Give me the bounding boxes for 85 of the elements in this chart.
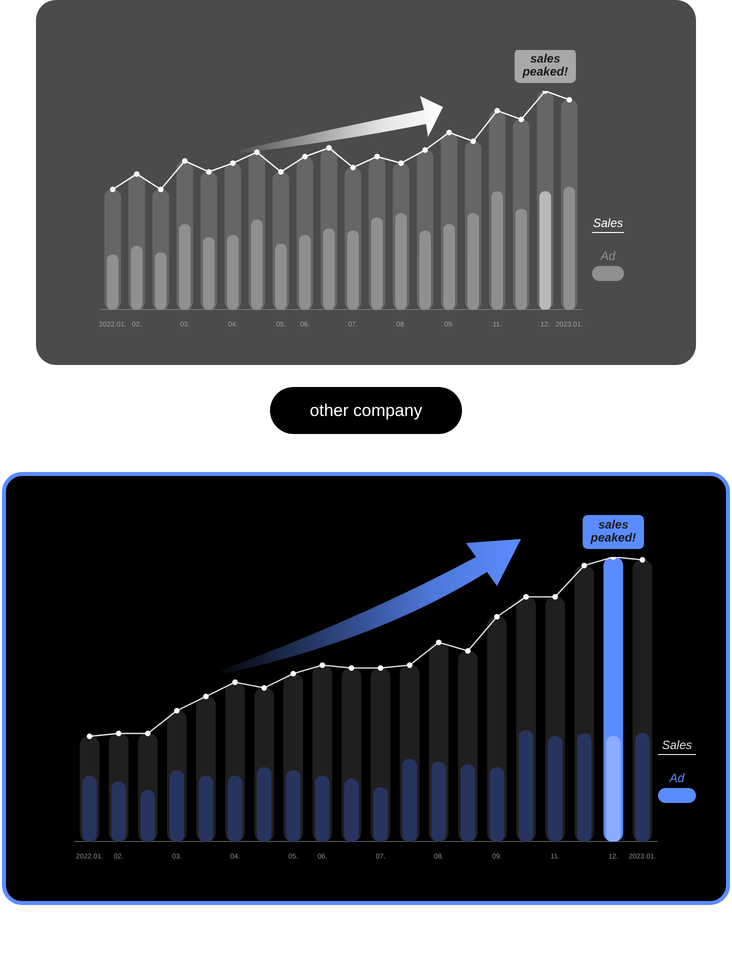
bar bbox=[548, 736, 562, 842]
bar bbox=[323, 228, 335, 310]
point bbox=[446, 130, 452, 136]
bar bbox=[576, 733, 592, 842]
bar bbox=[419, 230, 431, 310]
point bbox=[422, 147, 428, 153]
point bbox=[552, 594, 558, 600]
bar bbox=[606, 736, 621, 842]
annotation: sales peaked! bbox=[522, 51, 568, 78]
point bbox=[374, 154, 380, 160]
bar bbox=[286, 770, 301, 842]
point bbox=[206, 169, 212, 175]
bar bbox=[256, 767, 272, 842]
annotation: sales peaked! bbox=[590, 517, 636, 544]
series-label: Ad bbox=[668, 771, 686, 785]
bar bbox=[373, 787, 388, 842]
bar bbox=[518, 730, 534, 842]
point bbox=[581, 562, 588, 568]
bar bbox=[539, 191, 552, 310]
point bbox=[158, 186, 164, 192]
bar bbox=[170, 770, 184, 842]
point bbox=[494, 614, 500, 620]
point bbox=[182, 158, 188, 164]
point bbox=[470, 138, 476, 144]
point bbox=[350, 164, 356, 170]
point bbox=[290, 670, 296, 676]
text: Sales bbox=[658, 738, 696, 755]
point bbox=[261, 685, 267, 691]
point bbox=[436, 640, 442, 646]
bar bbox=[563, 186, 576, 310]
point bbox=[110, 186, 116, 192]
bar bbox=[275, 244, 287, 310]
bar bbox=[395, 213, 407, 310]
point bbox=[230, 160, 236, 166]
point bbox=[86, 734, 92, 740]
point bbox=[640, 557, 646, 563]
text: Sales bbox=[592, 216, 624, 233]
point bbox=[398, 160, 404, 166]
point bbox=[278, 169, 284, 175]
bar bbox=[347, 230, 359, 310]
point bbox=[254, 149, 260, 156]
bar bbox=[106, 254, 119, 310]
bar bbox=[371, 217, 383, 310]
bar bbox=[111, 782, 126, 842]
point bbox=[406, 662, 412, 668]
bar bbox=[491, 191, 504, 310]
bar bbox=[228, 776, 242, 842]
point bbox=[203, 694, 209, 700]
point bbox=[134, 171, 140, 177]
bar bbox=[203, 237, 215, 310]
bar bbox=[130, 246, 143, 310]
bar bbox=[443, 224, 455, 310]
point bbox=[378, 665, 384, 671]
text: Ad bbox=[599, 249, 616, 263]
bar bbox=[460, 764, 476, 842]
point bbox=[302, 154, 308, 160]
point bbox=[232, 679, 238, 686]
bar bbox=[515, 208, 528, 310]
bar bbox=[251, 220, 263, 310]
point bbox=[320, 662, 326, 668]
point bbox=[326, 145, 332, 151]
bar bbox=[82, 776, 97, 842]
bar bbox=[299, 234, 311, 310]
bar bbox=[635, 733, 650, 842]
bar bbox=[490, 767, 504, 842]
point bbox=[116, 730, 122, 736]
point bbox=[348, 665, 354, 671]
bar bbox=[227, 234, 239, 310]
bar bbox=[431, 762, 446, 842]
point bbox=[518, 116, 524, 122]
point bbox=[494, 108, 500, 114]
bar bbox=[154, 252, 167, 310]
bar bbox=[344, 778, 359, 842]
bar bbox=[315, 776, 330, 842]
label-pill: other company bbox=[270, 387, 462, 434]
point bbox=[144, 730, 151, 736]
point bbox=[465, 648, 471, 654]
bar bbox=[178, 224, 191, 310]
point bbox=[174, 708, 180, 714]
point bbox=[523, 594, 529, 600]
bar bbox=[140, 790, 156, 842]
bar bbox=[467, 213, 479, 310]
bar bbox=[198, 776, 214, 842]
point bbox=[566, 96, 572, 103]
bar bbox=[402, 758, 417, 842]
